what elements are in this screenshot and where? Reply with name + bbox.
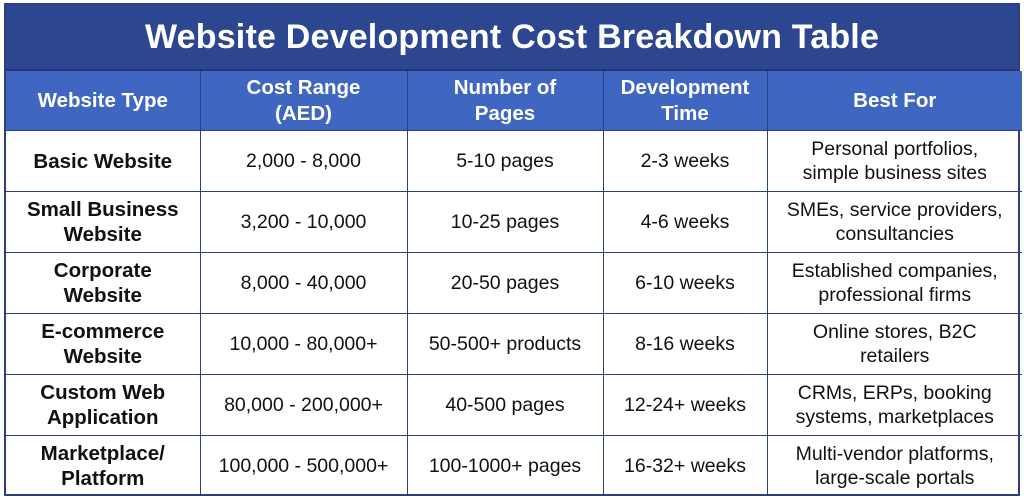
cell-line: SMEs, service providers, — [786, 199, 1003, 221]
cell-best-for: CRMs, ERPs, booking systems, marketplaces — [766, 374, 1022, 436]
cell-line: Website — [63, 223, 142, 246]
cell-cost-range: 100,000 - 500,000+ — [199, 435, 408, 496]
cell-website-type: Corporate Website — [6, 252, 201, 314]
cell-best-for: Established companies, professional firms — [766, 252, 1022, 314]
cell-line: Website — [63, 284, 142, 307]
cost-table-frame: Website Development Cost Breakdown Table… — [4, 3, 1022, 496]
table-row: Marketplace/Platform 100,000 - 500,000+ … — [6, 435, 1022, 496]
cell-cost-range: 10,000 - 80,000+ — [199, 313, 408, 375]
header-line: Cost Range — [246, 75, 361, 99]
header-row: Website Type Cost Range (AED) Number of … — [6, 71, 1022, 131]
cell-website-type: Small Business Website — [6, 191, 201, 253]
cell-website-type: Basic Website — [6, 130, 201, 192]
cell-line: E-commerce — [41, 320, 165, 343]
cell-number-of-pages: 5-10 pages — [406, 130, 604, 192]
cell-website-type: Marketplace/Platform — [6, 435, 201, 496]
table-row: Custom Web Application 80,000 - 200,000+ … — [6, 374, 1022, 436]
table-row: Small Business Website 3,200 - 10,000 10-… — [6, 191, 1022, 253]
cell-development-time: 2-3 weeks — [602, 130, 768, 192]
cell-line: Established companies, — [791, 260, 998, 282]
cell-line: Corporate — [53, 259, 152, 282]
header-website-type: Website Type — [6, 71, 201, 131]
header-number-of-pages: Number of Pages — [406, 71, 604, 131]
cell-development-time: 16-32+ weeks — [602, 435, 768, 496]
cell-line: Custom Web — [40, 381, 166, 404]
cell-number-of-pages: 10-25 pages — [406, 191, 604, 253]
header-best-for: Best For — [766, 71, 1022, 131]
cell-best-for: Personal portfolios, simple business site… — [766, 130, 1022, 192]
header-cost-range: Cost Range (AED) — [199, 71, 408, 131]
cell-development-time: 4-6 weeks — [602, 191, 768, 253]
header-line: Number of — [453, 75, 557, 99]
cell-number-of-pages: 100-1000+ pages — [406, 435, 604, 496]
cell-line: systems, marketplaces — [795, 406, 994, 428]
cell-development-time: 12-24+ weeks — [602, 374, 768, 436]
cell-line: Basic Website — [33, 149, 173, 173]
cell-line: large-scale portals — [815, 467, 975, 489]
header-development-time: Development Time — [602, 71, 768, 131]
cell-line: professional firms — [818, 284, 972, 306]
cell-line: Personal portfolios, — [811, 138, 979, 160]
cell-best-for: SMEs, service providers, consultancies — [766, 191, 1022, 253]
cell-website-type: Custom Web Application — [6, 374, 201, 436]
header-line: (AED) — [275, 101, 332, 125]
cell-best-for: Online stores, B2C retailers — [766, 313, 1022, 375]
cell-number-of-pages: 20-50 pages — [406, 252, 604, 314]
cell-development-time: 6-10 weeks — [602, 252, 768, 314]
cell-line: Online stores, B2C — [812, 321, 977, 343]
table-row: Corporate Website 8,000 - 40,000 20-50 pa… — [6, 252, 1022, 314]
title-bar: Website Development Cost Breakdown Table — [6, 5, 1018, 71]
cell-line: Multi-vendor platforms, — [795, 443, 994, 465]
header-line: Time — [661, 101, 709, 125]
cell-line: retailers — [860, 345, 930, 367]
header-line: Pages — [474, 101, 536, 125]
cell-cost-range: 80,000 - 200,000+ — [199, 374, 408, 436]
cell-cost-range: 3,200 - 10,000 — [199, 191, 408, 253]
table-title: Website Development Cost Breakdown Table — [144, 17, 880, 56]
cost-breakdown-table: Website Type Cost Range (AED) Number of … — [6, 71, 1022, 496]
cell-cost-range: 2,000 - 8,000 — [199, 130, 408, 192]
header-website-type-line: Website Type — [37, 88, 168, 112]
cell-number-of-pages: 40-500 pages — [406, 374, 604, 436]
cell-website-type: E-commerce Website — [6, 313, 201, 375]
cell-line: Application — [46, 406, 159, 429]
table-row: Basic Website 2,000 - 8,000 5-10 pages 2… — [6, 130, 1022, 192]
cell-best-for: Multi-vendor platforms, large-scale porta… — [766, 435, 1022, 496]
cell-line: Small Business — [26, 198, 179, 221]
cell-line: consultancies — [835, 223, 954, 245]
cell-line: simple business sites — [802, 162, 987, 184]
cell-line: Platform — [61, 467, 145, 490]
cell-cost-range: 8,000 - 40,000 — [199, 252, 408, 314]
cell-line: Marketplace/ — [40, 442, 165, 465]
cell-number-of-pages: 50-500+ products — [406, 313, 604, 375]
cell-development-time: 8-16 weeks — [602, 313, 768, 375]
cell-line: CRMs, ERPs, booking — [797, 382, 992, 404]
header-line: Best For — [853, 88, 937, 112]
table-row: E-commerce Website 10,000 - 80,000+ 50-50… — [6, 313, 1022, 375]
header-line: Development — [620, 75, 750, 99]
cell-line: Website — [63, 345, 142, 368]
